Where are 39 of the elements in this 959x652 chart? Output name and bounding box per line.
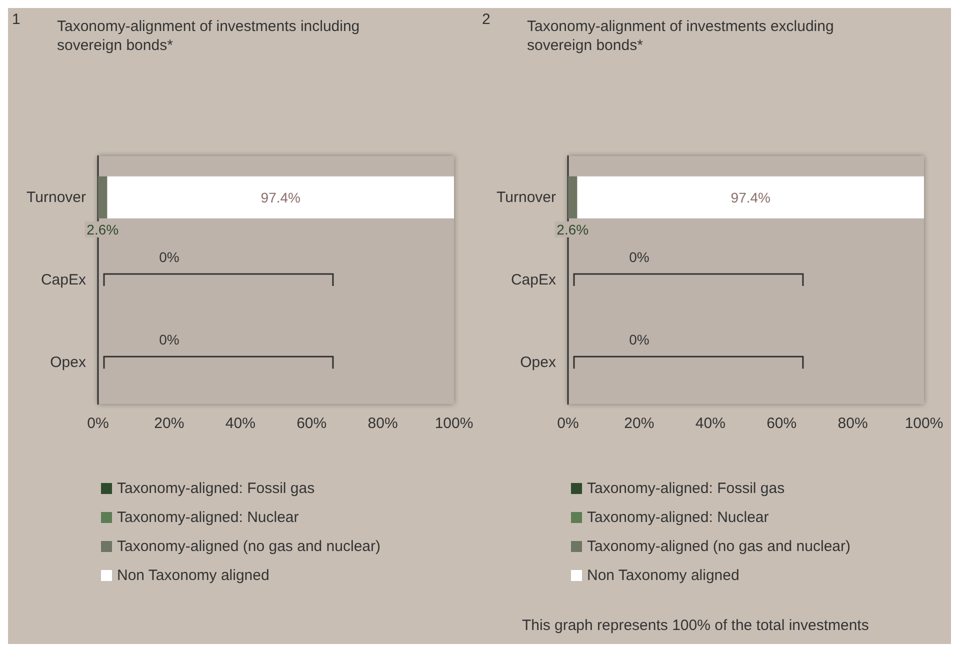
y-tick-label: Turnover xyxy=(496,188,556,206)
x-tick-label: 60% xyxy=(766,415,797,432)
x-tick-label: 0% xyxy=(87,415,109,432)
annotation: 0% xyxy=(159,249,180,265)
y-tick-label: CapEx xyxy=(510,272,556,288)
y-tick-label: Opex xyxy=(520,354,556,372)
y-tick-label: CapEx xyxy=(40,272,86,288)
annotation: 0% xyxy=(629,332,650,348)
text: 2 xyxy=(482,11,490,28)
text: This graph represents 100% of the total investments xyxy=(522,617,869,634)
x-tick-label: 40% xyxy=(225,415,256,432)
legend-label: Non Taxonomy aligned xyxy=(117,567,270,584)
x-tick-label: 20% xyxy=(154,415,184,432)
data-label: 97.4% xyxy=(260,189,300,206)
x-tick-label: 60% xyxy=(296,415,327,432)
x-tick-label: 20% xyxy=(624,415,654,432)
legend-label: Taxonomy-aligned: Nuclear xyxy=(117,509,299,526)
annotation: 0% xyxy=(159,332,180,348)
legend-label: Taxonomy-aligned: Fossil gas xyxy=(587,480,785,497)
chart-title: Taxonomy-alignment of investments excluding sovereign bonds* xyxy=(527,18,838,54)
data-label: 2.6% xyxy=(86,221,119,238)
legend-label: Taxonomy-aligned: Nuclear xyxy=(587,509,769,526)
legend-label: Taxonomy-aligned (no gas and nuclear) xyxy=(117,538,380,555)
annotation: 0% xyxy=(629,249,650,265)
y-tick-label: Opex xyxy=(50,354,86,372)
x-tick-label: 80% xyxy=(368,415,398,432)
legend-label: Taxonomy-aligned (no gas and nuclear) xyxy=(587,538,850,555)
text: 1 xyxy=(12,11,20,28)
x-tick-label: 100% xyxy=(434,415,474,432)
x-tick-label: 40% xyxy=(695,415,726,432)
x-tick-label: 0% xyxy=(557,415,579,432)
data-label: 2.6% xyxy=(556,221,589,238)
legend-label: Non Taxonomy aligned xyxy=(587,567,740,584)
chart-title: Taxonomy-alignment of investments including sovereign bonds* xyxy=(57,18,364,54)
x-tick-label: 100% xyxy=(904,415,944,432)
data-label: 97.4% xyxy=(730,189,770,206)
y-tick-label: Turnover xyxy=(26,188,86,206)
x-tick-label: 80% xyxy=(838,415,868,432)
legend-label: Taxonomy-aligned: Fossil gas xyxy=(117,480,315,497)
